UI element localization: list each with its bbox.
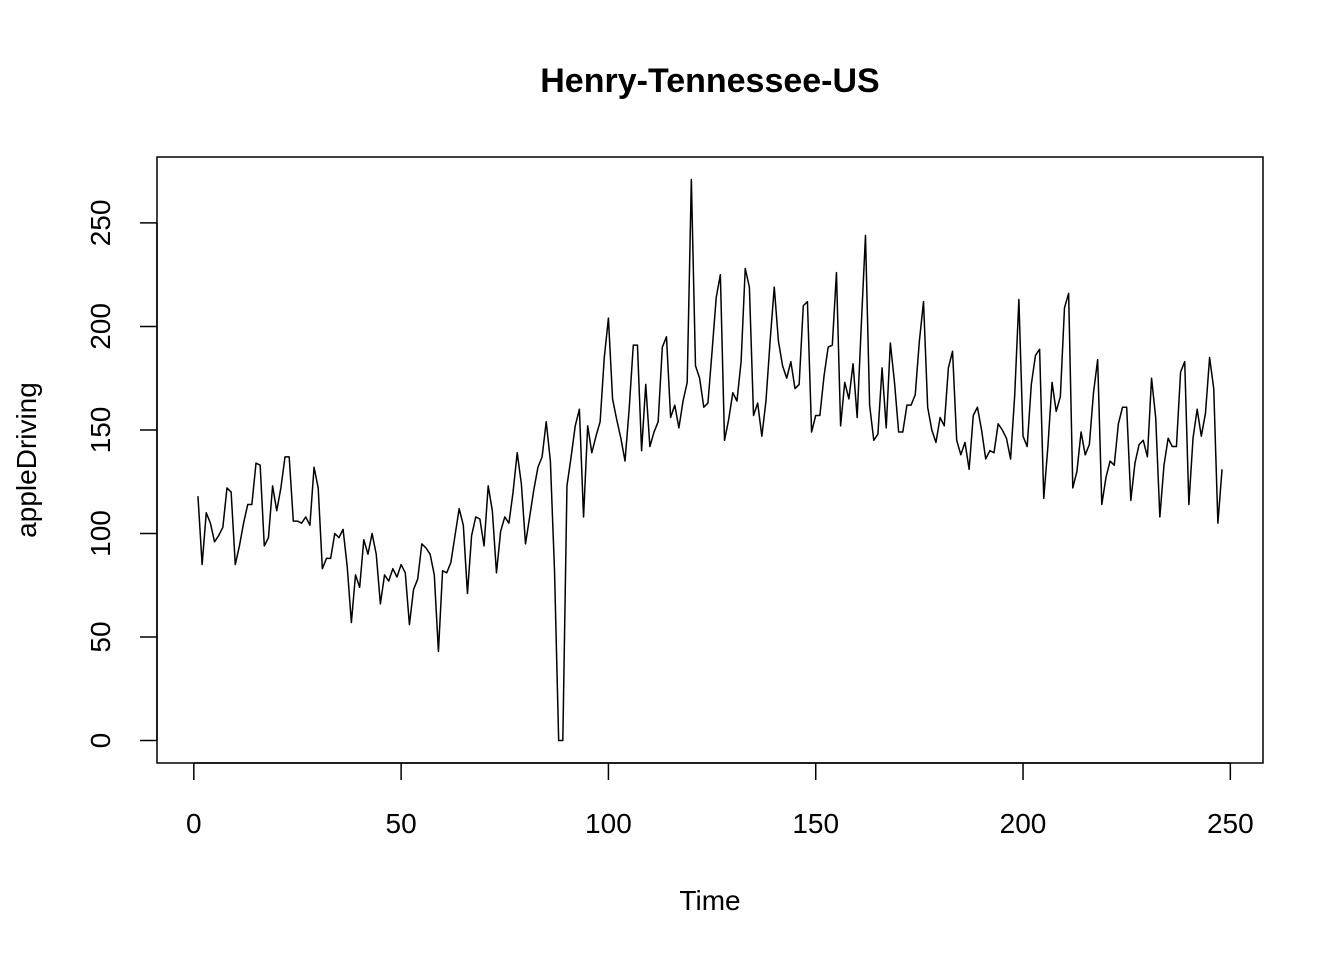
y-tick-label: 50 [85,621,116,652]
series-line [197,178,1223,742]
x-tick-label: 50 [386,808,417,839]
y-tick-label: 250 [85,200,116,247]
x-tick-label: 200 [1000,808,1047,839]
chart-title: Henry-Tennessee-US [540,62,880,100]
y-tick-label: 100 [85,510,116,557]
y-axis-label: appleDriving [11,382,42,538]
y-tick-label: 200 [85,303,116,350]
x-tick-label: 0 [186,808,202,839]
x-tick-label: 100 [585,808,632,839]
x-tick-label: 250 [1207,808,1254,839]
x-axis-label: Time [679,885,740,916]
x-tick-label: 150 [792,808,839,839]
y-tick-label: 0 [85,733,116,749]
y-tick-label: 150 [85,407,116,454]
